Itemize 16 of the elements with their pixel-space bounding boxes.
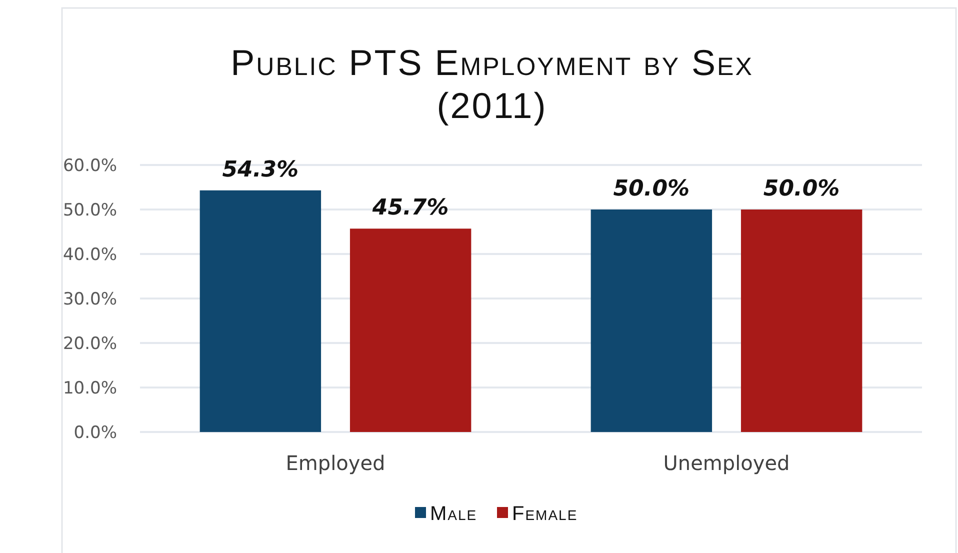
y-tick-label: 20.0% <box>62 334 117 354</box>
y-tick-label: 40.0% <box>62 244 117 265</box>
chart-title: Public PTS Employment by Sex (2011) <box>230 42 754 126</box>
x-tick-label: Employed <box>286 451 386 475</box>
y-tick-label: 30.0% <box>62 289 117 310</box>
y-tick-label: 50.0% <box>62 200 117 220</box>
data-label: 45.7% <box>371 196 449 221</box>
x-tick-label: Unemployed <box>663 451 790 475</box>
legend-label: Female <box>512 503 578 525</box>
legend-label: Male <box>430 503 478 525</box>
data-label: 50.0% <box>763 176 840 202</box>
data-label: 54.3% <box>222 157 299 182</box>
data-label: 50.0% <box>613 176 690 202</box>
y-tick-label: 60.0% <box>62 156 117 176</box>
y-tick-label: 0.0% <box>74 422 117 443</box>
y-tick-label: 10.0% <box>62 378 117 398</box>
